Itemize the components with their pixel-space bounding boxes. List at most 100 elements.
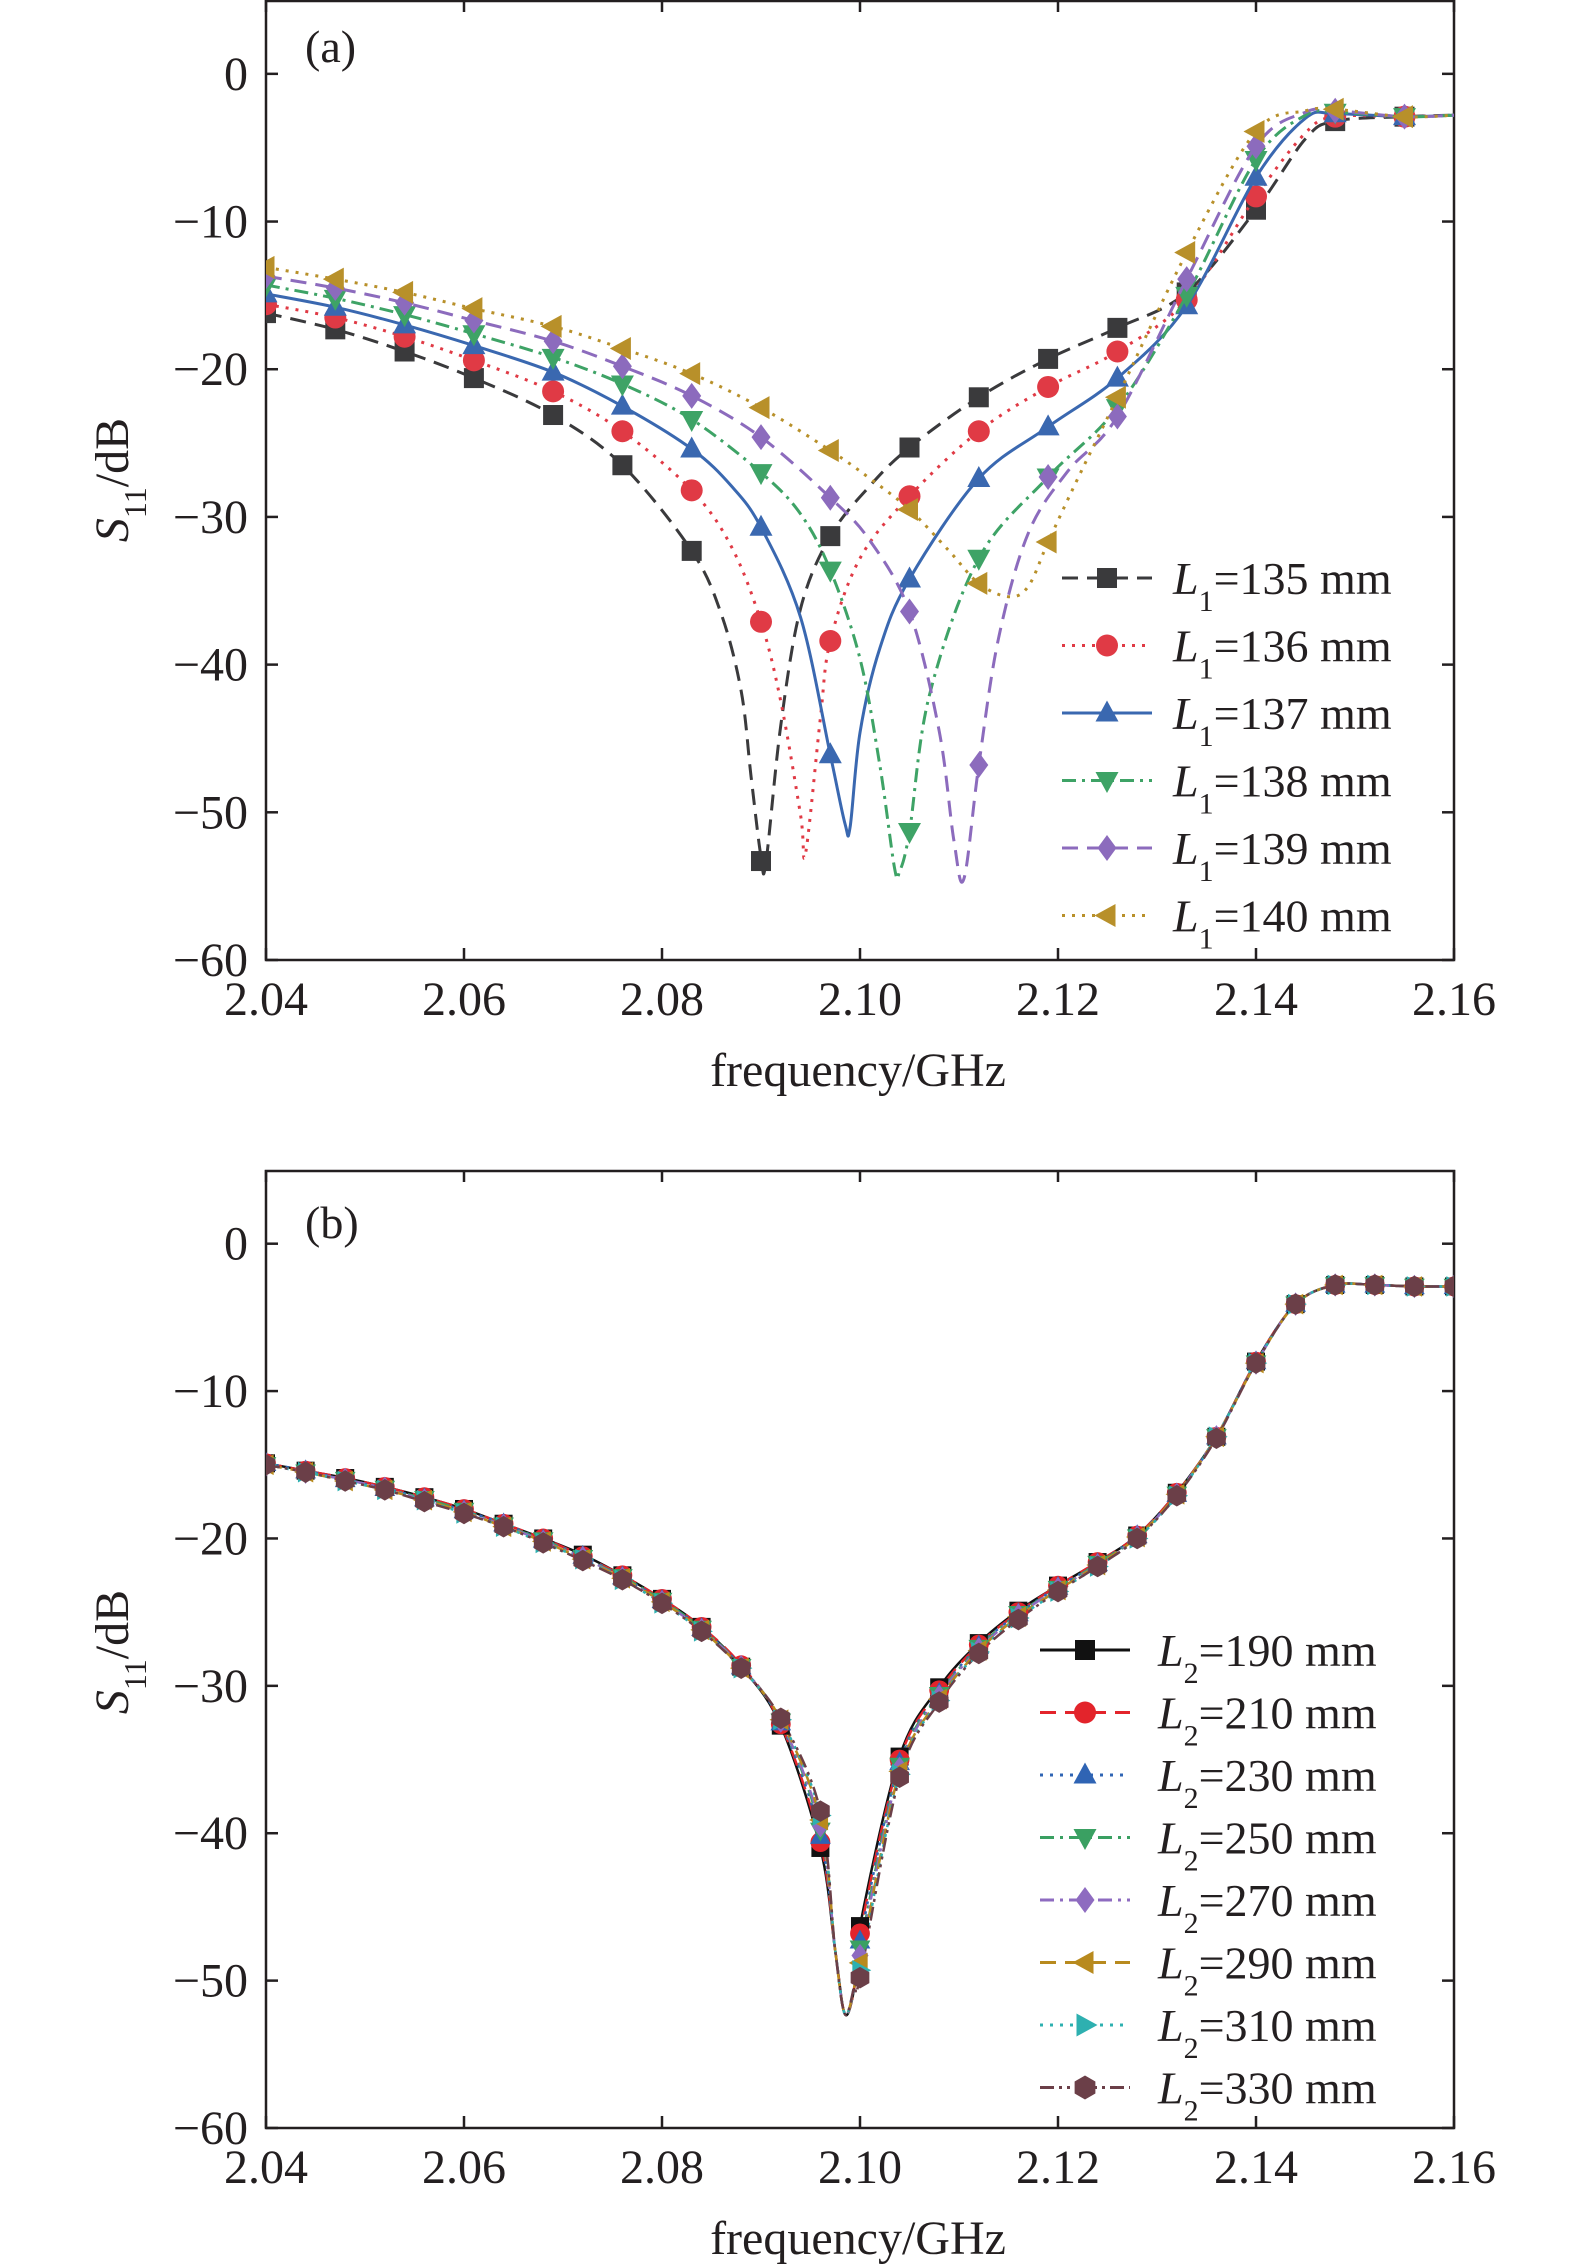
panel-a-plot-frame <box>264 0 1456 962</box>
data-point <box>967 420 990 443</box>
series-line-l2-330 <box>266 1282 1454 2017</box>
data-point <box>1243 119 1265 143</box>
data-point <box>612 455 633 476</box>
x-tick-label: 2.06 <box>422 973 506 1026</box>
legend-label: L1=139 mm <box>1172 823 1392 888</box>
data-point <box>692 1620 711 1643</box>
legend-label-var: L <box>1172 756 1199 807</box>
data-point <box>850 1966 870 1989</box>
legend-marker <box>1075 1887 1095 1913</box>
y-tick-label: −30 <box>173 1660 248 1713</box>
data-point <box>609 337 631 361</box>
legend-label-value: =210 mm <box>1199 1688 1377 1739</box>
data-point <box>679 362 701 386</box>
data-point <box>1037 375 1060 398</box>
legend-label-var: L <box>1157 2063 1184 2114</box>
panel-a-series-group <box>266 97 1454 884</box>
data-point <box>1365 1274 1385 1296</box>
data-point <box>375 1479 395 1501</box>
x-tick-label: 2.14 <box>1214 2141 1298 2194</box>
legend-label-value: =137 mm <box>1214 688 1392 739</box>
data-point <box>1167 1484 1187 1507</box>
y-tick-label: −60 <box>173 934 248 987</box>
legend-label-value: =190 mm <box>1199 1625 1377 1676</box>
x-tick-label: 2.06 <box>422 2141 506 2194</box>
y-tick-label: −40 <box>173 639 248 692</box>
legend-label-value: =270 mm <box>1199 1875 1377 1926</box>
legend-marker <box>1073 1762 1097 1784</box>
y-tick-label: −50 <box>173 786 248 839</box>
x-tick-label: 2.16 <box>1412 2141 1496 2194</box>
data-point <box>393 306 417 328</box>
data-point <box>680 479 703 502</box>
data-point <box>1048 1580 1068 1603</box>
data-point <box>748 396 770 420</box>
legend-label-var: L <box>1157 1750 1184 1801</box>
legend-label-sub: 2 <box>1184 1657 1199 1690</box>
legend-marker <box>1094 904 1116 927</box>
data-point <box>335 1470 355 1492</box>
data-point <box>1392 105 1413 129</box>
data-point <box>680 436 704 458</box>
data-point <box>818 561 842 583</box>
data-point <box>811 1800 830 1822</box>
legend-label-sub: 1 <box>1199 720 1214 753</box>
legend-label: L1=137 mm <box>1172 688 1392 753</box>
data-point <box>1245 185 1267 208</box>
data-point <box>392 280 414 304</box>
data-point <box>1244 164 1268 186</box>
panel-b-y-axis-label: S11/dB <box>86 1590 153 1714</box>
legend-marker <box>1097 835 1117 861</box>
legend-label-var: L <box>1157 2000 1184 2051</box>
data-point <box>541 348 565 370</box>
data-point <box>967 549 991 571</box>
legend-label-sub: 1 <box>1199 855 1214 888</box>
legend-label: L2=270 mm <box>1157 1875 1377 1940</box>
data-point <box>1174 241 1196 265</box>
legend-label: L2=330 mm <box>1157 2063 1377 2128</box>
data-point <box>415 1490 434 1513</box>
legend-label-value: =330 mm <box>1199 2063 1377 2114</box>
legend-label-sub: 2 <box>1184 2094 1199 2127</box>
data-point <box>652 1592 672 1615</box>
data-point <box>463 368 484 389</box>
data-point <box>898 823 921 845</box>
x-tick-label: 2.08 <box>620 2141 704 2194</box>
x-tick-label: 2.16 <box>1412 973 1496 1026</box>
legend-marker <box>1074 2075 1096 2100</box>
legend-marker <box>1072 1951 1094 1974</box>
panel-a-chart: (a) frequency/GHz S11/dB 2.04 2.06 2.08 2.1… <box>86 0 1496 1097</box>
data-point <box>968 387 989 408</box>
data-point <box>543 405 564 426</box>
data-point <box>322 267 344 291</box>
y-tick-label: 0 <box>224 1218 248 1271</box>
data-point <box>266 255 275 279</box>
series-line-l1-139 <box>266 107 1454 884</box>
data-point <box>573 1549 593 1572</box>
x-tick-label: 2.08 <box>620 973 704 1026</box>
x-tick-label: 2.14 <box>1214 973 1298 1026</box>
x-tick-label: 2.10 <box>818 973 902 1026</box>
x-tick-label: 2.04 <box>224 973 308 1026</box>
legend-marker <box>1095 700 1119 722</box>
data-point <box>1325 1274 1345 1296</box>
data-point <box>610 393 634 415</box>
legend-label-var: L <box>1172 823 1199 874</box>
data-point <box>680 410 704 432</box>
legend-marker <box>1095 772 1119 793</box>
legend-marker <box>1073 1829 1097 1850</box>
data-point <box>900 598 919 625</box>
data-point <box>897 498 918 522</box>
legend-label-sub: 2 <box>1184 1844 1199 1877</box>
legend-label-var: L <box>1157 1938 1184 1989</box>
y-tick-label: −20 <box>173 1512 248 1565</box>
data-point <box>820 526 841 547</box>
data-point <box>1038 348 1059 369</box>
legend-label-sub: 1 <box>1199 922 1214 955</box>
x-tick-label: 2.12 <box>1016 2141 1100 2194</box>
x-tick-label: 2.12 <box>1016 973 1100 1026</box>
legend-label-sub: 2 <box>1184 1719 1199 1752</box>
legend-marker <box>1097 568 1117 588</box>
legend-label-sub: 1 <box>1199 787 1214 820</box>
